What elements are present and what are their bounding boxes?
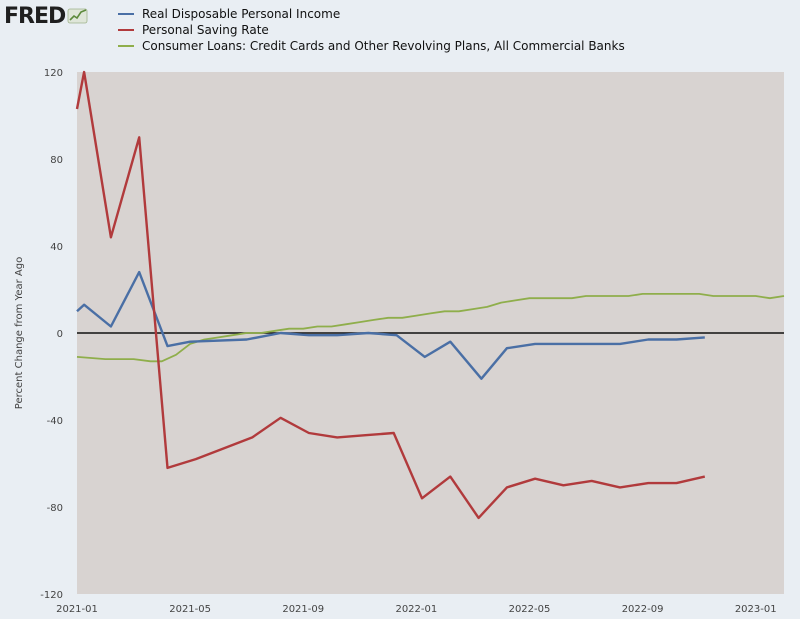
legend-swatch-consumer-loans xyxy=(118,45,134,47)
series-line-real-disposable-income[interactable] xyxy=(76,270,705,380)
fred-logo[interactable]: FRED xyxy=(4,2,89,30)
y-tick-label: 40 xyxy=(50,242,63,253)
y-axis: 120 80 40 0 -40 -80 -120 xyxy=(40,68,63,601)
x-tick-label: 2023-01 xyxy=(735,604,777,615)
x-tick-label: 2021-01 xyxy=(56,604,98,615)
legend-item-income[interactable]: Real Disposable Personal Income xyxy=(118,6,625,22)
legend-item-consumer-loans[interactable]: Consumer Loans: Credit Cards and Other R… xyxy=(118,38,625,54)
y-tick-label: 0 xyxy=(57,329,63,340)
legend-swatch-saving-rate xyxy=(118,29,134,31)
legend-swatch-income xyxy=(118,13,134,15)
chart-legend: Real Disposable Personal Income Personal… xyxy=(118,6,625,54)
series-layer xyxy=(75,70,785,520)
x-tick-label: 2021-05 xyxy=(169,604,211,615)
fred-logo-text: FRED xyxy=(4,3,66,29)
x-axis: 2021-01 2021-05 2021-09 2022-01 2022-05 2022-… xyxy=(56,604,777,615)
legend-label-income: Real Disposable Personal Income xyxy=(142,7,341,21)
x-tick-label: 2021-09 xyxy=(282,604,324,615)
legend-label-saving-rate: Personal Saving Rate xyxy=(142,23,269,37)
x-tick-label: 2022-05 xyxy=(509,604,551,615)
y-axis-title: Percent Change from Year Ago xyxy=(14,257,25,409)
series-line-consumer-loans[interactable] xyxy=(76,292,785,363)
x-tick-label: 2022-01 xyxy=(395,604,437,615)
y-tick-label: 80 xyxy=(50,155,63,166)
y-tick-label: 120 xyxy=(44,68,63,79)
legend-label-consumer-loans: Consumer Loans: Credit Cards and Other R… xyxy=(142,39,625,53)
legend-item-saving-rate[interactable]: Personal Saving Rate xyxy=(118,22,625,38)
x-tick-label: 2022-09 xyxy=(622,604,664,615)
fred-trend-icon xyxy=(67,8,88,24)
y-tick-label: -40 xyxy=(47,416,63,427)
y-tick-label: -120 xyxy=(40,590,63,601)
series-line-personal-saving-rate[interactable] xyxy=(75,70,706,520)
y-tick-label: -80 xyxy=(47,503,63,514)
